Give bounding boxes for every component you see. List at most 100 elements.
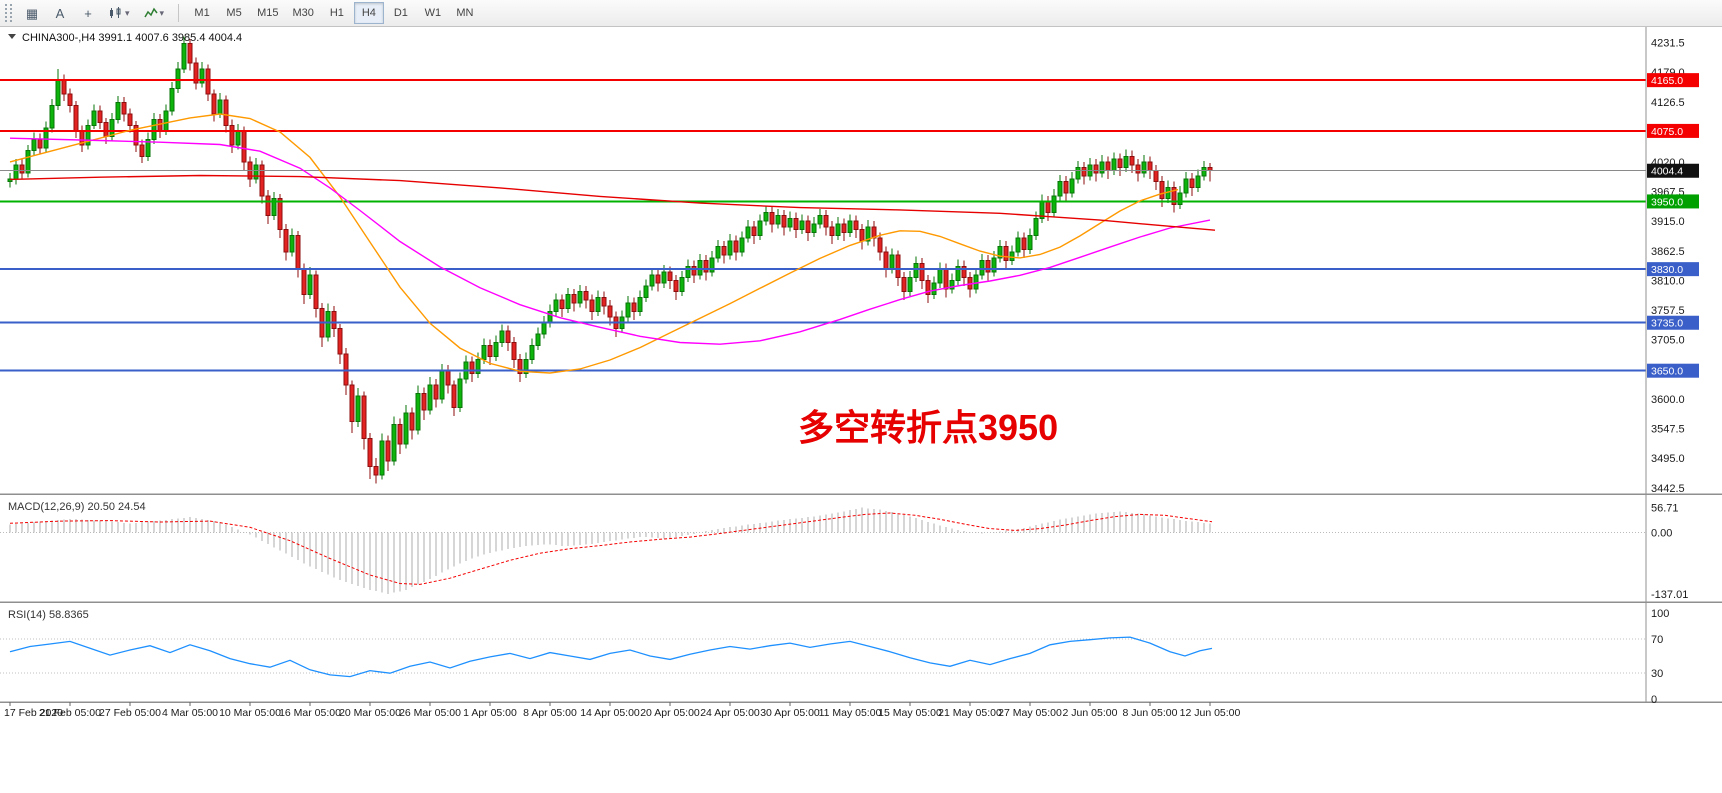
bull-candle	[1015, 237, 1021, 253]
bear-candle	[349, 384, 355, 422]
bear-candle	[97, 110, 103, 123]
rsi-scale-label: 0	[1651, 694, 1657, 706]
bull-candle	[787, 217, 793, 228]
bear-candle	[751, 226, 757, 236]
timeframe-mn-button[interactable]: MN	[450, 2, 480, 24]
slow-ma-magenta-line	[9, 137, 1211, 345]
price-tick-label: 3757.5	[1651, 305, 1685, 317]
bear-candle	[343, 353, 349, 386]
chart-type-dropdown-button[interactable]: ▾	[103, 2, 136, 24]
time-label: 27 Feb 05:00	[99, 707, 161, 719]
time-label: 10 Mar 05:00	[219, 707, 281, 719]
bear-candle	[277, 198, 283, 231]
bull-candle	[889, 254, 895, 270]
macd-panel[interactable]: MACD(12,26,9) 20.50 24.54	[0, 501, 1646, 594]
macd-scale-label: -137.01	[1651, 589, 1688, 601]
timeframe-h1-button[interactable]: H1	[322, 2, 352, 24]
bull-candle	[427, 384, 433, 411]
indicators-icon	[143, 7, 158, 18]
annotation-text[interactable]: 多空转折点3950	[798, 407, 1058, 448]
bull-candle	[979, 260, 985, 276]
bull-candle	[745, 226, 751, 239]
bear-candle	[337, 327, 343, 355]
bear-candle	[241, 130, 247, 163]
bear-candle	[421, 392, 427, 411]
timeframe-m1-button[interactable]: M1	[187, 2, 217, 24]
bear-candle	[607, 305, 613, 318]
bull-candle	[643, 285, 649, 298]
price-tick-label: 3915.0	[1651, 216, 1685, 228]
rsi-label: RSI(14) 58.8365	[8, 609, 89, 621]
crosshair-tool-button[interactable]: +	[75, 2, 101, 24]
bull-candle	[457, 378, 463, 408]
bear-candle	[1189, 178, 1195, 188]
bear-candle	[829, 226, 835, 236]
rsi-line	[9, 636, 1213, 678]
time-label: 20 Apr 05:00	[640, 707, 700, 719]
bear-candle	[211, 93, 217, 115]
bull-candle	[163, 110, 169, 132]
time-label: 4 Mar 05:00	[162, 707, 218, 719]
bull-candle	[91, 110, 97, 126]
bear-candle	[895, 254, 901, 279]
bear-candle	[361, 395, 367, 439]
text-label-tool-button[interactable]: A	[47, 2, 73, 24]
bear-candle	[445, 370, 451, 386]
timeframe-m15-button[interactable]: M15	[251, 2, 284, 24]
bear-candle	[433, 384, 439, 400]
time-label: 17 Feb 2020	[4, 707, 63, 719]
bear-candle	[871, 226, 877, 239]
bear-candle	[733, 240, 739, 253]
timeframe-h4-button[interactable]: H4	[353, 2, 384, 24]
macd-scale-label: 56.71	[1651, 502, 1679, 514]
bull-candle	[109, 119, 115, 138]
collapse-arrow-icon[interactable]	[8, 34, 16, 39]
bear-candle	[223, 99, 229, 126]
bull-candle	[697, 260, 703, 276]
price-tick-label: 4126.5	[1651, 97, 1685, 109]
timeframe-m5-button[interactable]: M5	[219, 2, 249, 24]
bear-candle	[73, 105, 79, 132]
bear-candle	[19, 164, 25, 174]
bull-candle	[13, 164, 19, 180]
bull-candle	[739, 237, 745, 253]
bear-candle	[1153, 169, 1159, 183]
price-axis[interactable]: 4231.54179.04126.54020.03967.53915.03862…	[1645, 27, 1699, 706]
bear-candle	[859, 229, 865, 242]
bear-candle	[295, 234, 301, 270]
fast-ma-orange-line	[9, 113, 1179, 374]
bear-candle	[901, 277, 907, 293]
timeframe-d1-button[interactable]: D1	[386, 2, 416, 24]
bull-candle	[757, 220, 763, 236]
rsi-panel[interactable]: RSI(14) 58.8365	[0, 609, 1646, 678]
bull-candle	[529, 344, 535, 360]
rsi-scale-label: 70	[1651, 634, 1663, 646]
bull-candle	[715, 246, 721, 259]
toolbar-grip-handle[interactable]	[5, 4, 12, 22]
bear-candle	[61, 79, 67, 95]
timeframe-m30-button[interactable]: M30	[286, 2, 319, 24]
timeframe-w1-button[interactable]: W1	[418, 2, 448, 24]
indicators-dropdown-button[interactable]: ▾	[138, 2, 171, 24]
price-badge-label: 3735.0	[1651, 318, 1683, 330]
main-panel[interactable]: CHINA300-,H4 3991.1 4007.6 3985.4 4004.4…	[0, 32, 1646, 484]
bull-candle	[1195, 175, 1201, 188]
bull-candle	[1033, 217, 1039, 236]
price-chart[interactable]: CHINA300-,H4 3991.1 4007.6 3985.4 4004.4…	[0, 27, 1722, 793]
price-badge-3830.0	[1647, 262, 1699, 277]
bear-candle	[925, 279, 931, 296]
bull-candle	[1099, 161, 1105, 174]
tile-windows-button[interactable]: ▦	[19, 2, 45, 24]
bear-candle	[1171, 186, 1177, 205]
price-tick-label: 3810.0	[1651, 275, 1685, 287]
bear-candle	[961, 265, 967, 279]
candlestick-chart-icon	[110, 7, 121, 18]
bear-candle	[517, 358, 523, 375]
price-badge-label: 4004.4	[1651, 166, 1683, 178]
bull-candle	[217, 99, 223, 115]
bull-candle	[865, 226, 871, 242]
bull-candle	[1075, 167, 1081, 180]
bull-candle	[481, 344, 487, 360]
